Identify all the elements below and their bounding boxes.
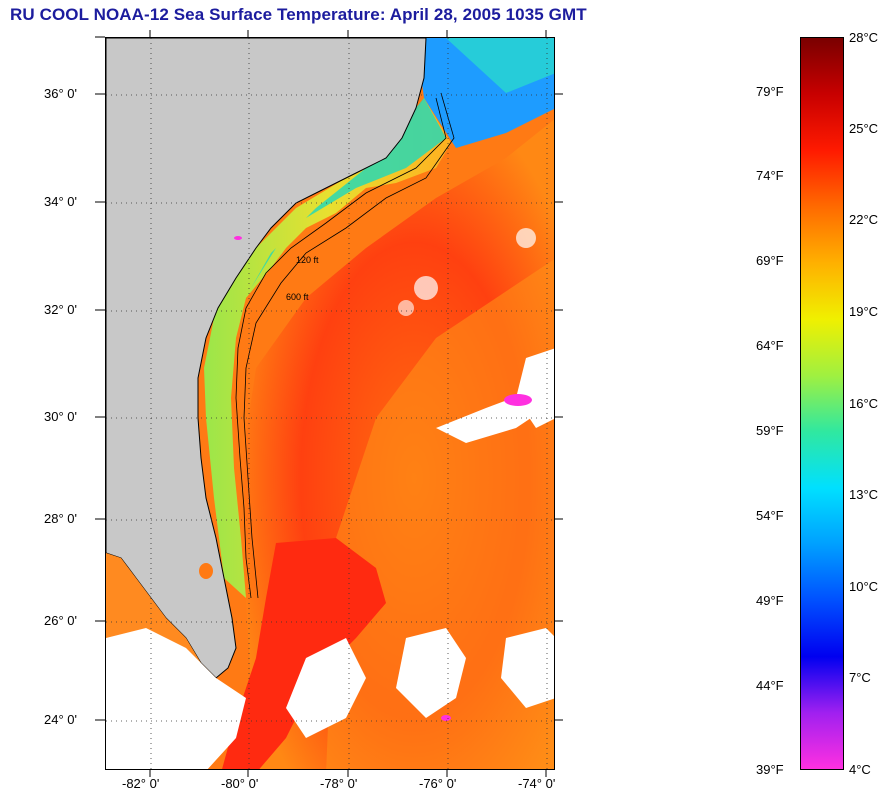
colorbar-f-label: 64°F (756, 338, 784, 353)
colorbar-f-label: 44°F (756, 678, 784, 693)
colorbar-f-label: 49°F (756, 593, 784, 608)
lat-label-28: 28° 0' (44, 511, 77, 526)
isobath-label-600: 600 ft (286, 292, 309, 302)
lake-okeechobee (199, 563, 213, 579)
lon-label-78: -78° 0' (320, 776, 358, 791)
land-us-coast (106, 38, 427, 679)
lat-label-34: 34° 0' (44, 194, 77, 209)
graticule (106, 38, 554, 769)
colorbar-c-label: 7°C (849, 670, 871, 685)
colorbar-c-label: 16°C (849, 396, 879, 411)
map-title: RU COOL NOAA-12 Sea Surface Temperature:… (10, 5, 587, 24)
lat-label-26: 26° 0' (44, 613, 77, 628)
colorbar-f-label: 74°F (756, 168, 784, 183)
sst-map-canvas: 120 ft 600 ft (106, 38, 554, 769)
cloud-edge-artefacts (234, 236, 532, 721)
colorbar-f-label: 39°F (756, 762, 784, 777)
lon-label-76: -76° 0' (419, 776, 457, 791)
cool-shelf-water (251, 98, 446, 288)
colorbar-f-label: 69°F (756, 253, 784, 268)
colorbar-c-label: 19°C (849, 304, 879, 319)
lon-label-74: -74° 0' (518, 776, 556, 791)
lat-label-32: 32° 0' (44, 302, 77, 317)
colorbar-c-label: 28°C (849, 30, 879, 45)
colorbar-c-label: 22°C (849, 212, 879, 227)
lon-label-82: -82° 0' (122, 776, 160, 791)
temperature-colorbar (800, 37, 844, 770)
colorbar-f-label: 59°F (756, 423, 784, 438)
lat-label-36: 36° 0' (44, 86, 77, 101)
isobath-label-120: 120 ft (296, 255, 319, 265)
colorbar-c-label: 10°C (849, 579, 879, 594)
sst-map: 120 ft 600 ft (105, 37, 555, 770)
colorbar-c-label: 4°C (849, 762, 871, 777)
cool-water-north (446, 38, 554, 93)
isobath-contours (235, 92, 455, 599)
lon-label-80: -80° 0' (221, 776, 259, 791)
bahamas-bank (222, 538, 386, 769)
sargasso-water (326, 259, 554, 769)
colorbar-f-label: 54°F (756, 508, 784, 523)
colorbar-f-label: 79°F (756, 84, 784, 99)
lat-label-24: 24° 0' (44, 712, 77, 727)
lat-label-30: 30° 0' (44, 409, 77, 424)
colorbar-c-label: 25°C (849, 121, 879, 136)
colorbar-c-label: 13°C (849, 487, 879, 502)
